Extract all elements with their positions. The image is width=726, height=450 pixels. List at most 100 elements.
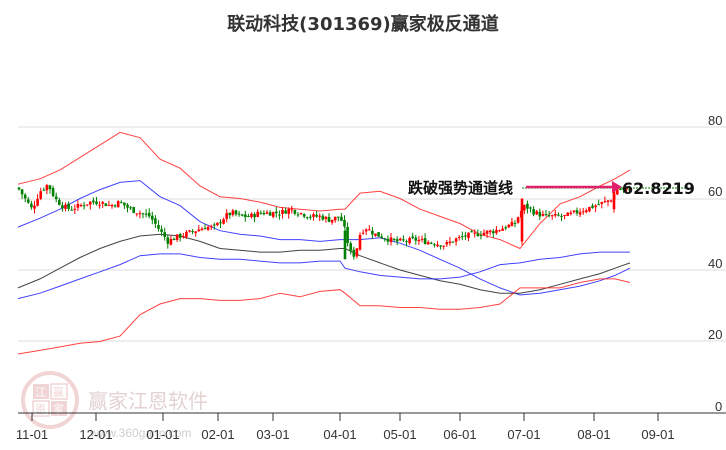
candle [479,235,483,237]
candle [194,231,197,233]
candle [256,211,259,217]
candle [516,217,520,223]
candle [488,230,492,233]
seal-char: 家 [53,402,64,416]
y-tick-0: 0 [715,399,722,414]
candle [247,216,250,218]
candle [501,228,504,231]
candle [188,230,191,232]
candle [606,200,610,202]
band-line-3 [17,251,630,300]
x-tick-label: 08-01 [577,427,610,442]
candle [544,214,548,216]
candle [389,237,393,243]
candle [622,187,625,190]
candle [371,230,374,235]
candle [364,229,368,232]
candle [585,210,588,213]
candle [315,214,318,217]
candle [73,208,77,210]
candle [85,204,89,206]
candle [476,233,480,237]
candle [625,188,628,190]
candle [594,205,597,208]
candle [135,213,139,215]
candle [82,205,86,207]
candle [616,189,619,195]
candle [237,213,241,215]
candle [302,214,306,217]
y-tick-80: 80 [708,113,722,128]
candle [368,229,371,231]
candle [265,212,269,214]
candle [411,236,414,239]
candle [39,191,42,199]
watermark-url: www.360gann.com [89,426,191,440]
candle [538,211,542,217]
candle [550,215,554,217]
candle [343,219,346,227]
band-line-0 [17,131,631,250]
candle [182,235,185,237]
candle [392,238,396,240]
candle [70,209,73,211]
candle [222,219,225,224]
candle [591,205,594,208]
candle [572,210,576,212]
candle [147,212,151,217]
candle [284,210,287,214]
candle [454,238,458,242]
candle [141,213,145,215]
candle [132,207,135,213]
candle [600,202,604,204]
candle [225,213,228,219]
candle [554,213,557,216]
candle [92,200,95,203]
candle [169,239,173,245]
x-tick-label: 12-01 [79,427,112,442]
candle [104,203,108,207]
candle [48,185,52,190]
candle [467,232,470,238]
candle [107,205,111,207]
candle [154,218,157,224]
candlesticks [17,184,631,260]
candle [377,232,380,237]
candle [510,221,514,227]
y-tick-60: 60 [708,184,722,199]
x-tick-label: 07-01 [507,427,540,442]
candle [116,201,120,208]
candle [54,196,58,200]
x-tick-label: 03-01 [256,427,289,442]
candle [498,230,501,232]
candle [380,236,383,239]
candle [123,202,126,206]
candle [120,202,123,204]
candle [33,205,36,209]
x-tick-label: 11-01 [16,427,48,442]
candle [523,204,526,211]
candle [271,212,275,217]
candle [340,216,343,221]
annotation-value: 62.8219 [622,179,695,198]
candle [42,189,46,191]
x-tick-label: 01-01 [146,427,179,442]
candle [358,234,362,250]
candle [482,232,486,236]
candle [439,245,442,247]
candle [526,203,529,209]
candle [278,214,281,216]
candle [234,210,238,215]
x-tick-label: 05-01 [383,427,416,442]
candle [262,212,266,215]
candle [535,211,538,215]
y-tick-20: 20 [708,327,722,342]
candle [405,241,408,243]
candle [185,231,188,237]
candle [129,207,132,209]
y-axis: 80 60 40 20 0 [708,113,722,414]
candle [609,200,613,202]
candle [138,213,142,215]
candle [485,230,489,234]
candle [346,226,349,243]
